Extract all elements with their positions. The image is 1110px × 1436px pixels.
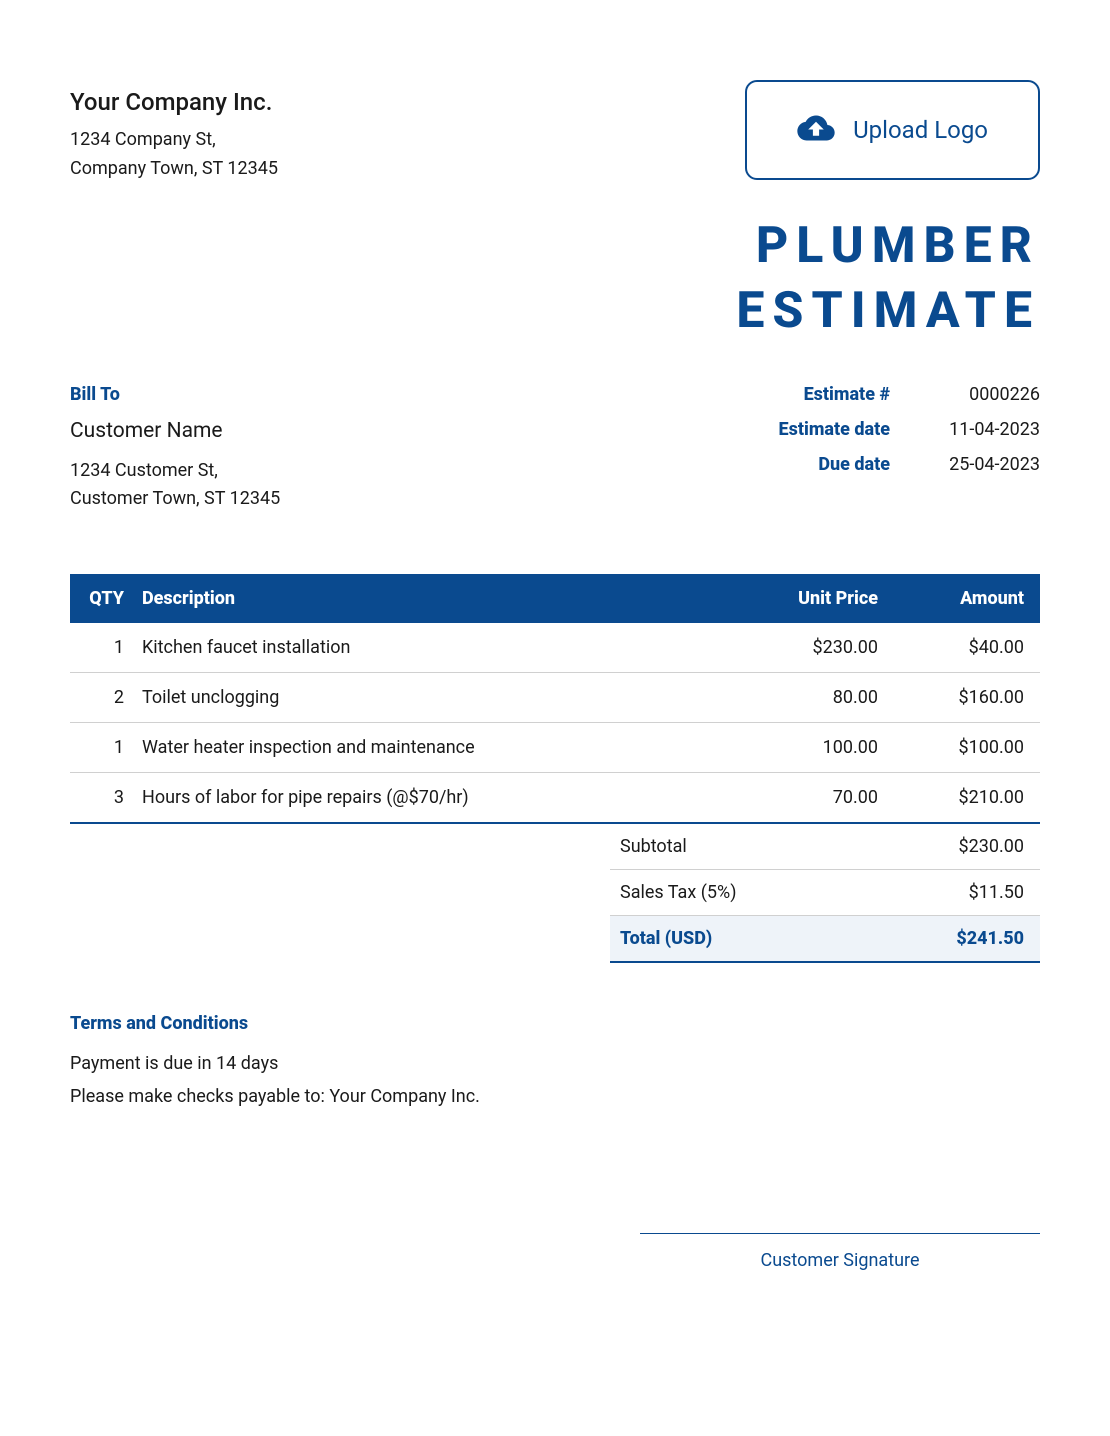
totals-block: Subtotal $230.00 Sales Tax (5%) $11.50 T…: [610, 824, 1040, 963]
meta-section: Estimate # 0000226 Estimate date 11-04-2…: [680, 384, 1040, 515]
estimate-date-value: 11-04-2023: [890, 419, 1040, 440]
estimate-number-label: Estimate #: [680, 384, 890, 405]
table-row: 2 Toilet unclogging 80.00 $160.00: [70, 673, 1040, 723]
tax-value: $11.50: [969, 882, 1024, 903]
cell-amount: $160.00: [890, 673, 1040, 723]
bill-meta-row: Bill To Customer Name 1234 Customer St, …: [70, 384, 1040, 515]
company-address-line1: 1234 Company St,: [70, 126, 278, 155]
table-row: 1 Kitchen faucet installation $230.00 $4…: [70, 623, 1040, 673]
total-row: Total (USD) $241.50: [610, 916, 1040, 963]
subtotal-label: Subtotal: [620, 836, 687, 857]
bill-to-section: Bill To Customer Name 1234 Customer St, …: [70, 384, 680, 515]
terms-heading: Terms and Conditions: [70, 1013, 1040, 1034]
header-unit-price: Unit Price: [730, 574, 890, 623]
cell-description: Toilet unclogging: [130, 673, 730, 723]
total-value: $241.50: [956, 928, 1024, 949]
table-body: 1 Kitchen faucet installation $230.00 $4…: [70, 623, 1040, 823]
cell-amount: $40.00: [890, 623, 1040, 673]
cell-description: Hours of labor for pipe repairs (@$70/hr…: [130, 773, 730, 824]
company-info: Your Company Inc. 1234 Company St, Compa…: [70, 80, 278, 184]
upload-logo-label: Upload Logo: [853, 116, 988, 144]
table-row: 1 Water heater inspection and maintenanc…: [70, 723, 1040, 773]
company-name: Your Company Inc.: [70, 88, 278, 116]
tax-row: Sales Tax (5%) $11.50: [610, 870, 1040, 916]
cell-unit-price: 80.00: [730, 673, 890, 723]
company-address: 1234 Company St, Company Town, ST 12345: [70, 126, 278, 184]
cell-description: Water heater inspection and maintenance: [130, 723, 730, 773]
table-row: 3 Hours of labor for pipe repairs (@$70/…: [70, 773, 1040, 824]
cell-qty: 3: [70, 773, 130, 824]
cell-qty: 1: [70, 623, 130, 673]
customer-address-line2: Customer Town, ST 12345: [70, 485, 680, 514]
estimate-date-label: Estimate date: [680, 419, 890, 440]
header-qty: QTY: [70, 574, 130, 623]
cell-unit-price: 100.00: [730, 723, 890, 773]
terms-line2: Please make checks payable to: Your Comp…: [70, 1081, 1040, 1113]
subtotal-row: Subtotal $230.00: [610, 824, 1040, 870]
customer-address: 1234 Customer St, Customer Town, ST 1234…: [70, 457, 680, 515]
upload-logo-button[interactable]: Upload Logo: [745, 80, 1040, 180]
document-title-line2: ESTIMATE: [70, 279, 1040, 344]
cell-amount: $100.00: [890, 723, 1040, 773]
document-title-line1: PLUMBER: [70, 214, 1040, 279]
cell-qty: 1: [70, 723, 130, 773]
due-date-label: Due date: [680, 454, 890, 475]
total-label: Total (USD): [620, 928, 712, 949]
signature-section: Customer Signature: [70, 1233, 1040, 1271]
customer-address-line1: 1234 Customer St,: [70, 457, 680, 486]
line-items-table: QTY Description Unit Price Amount 1 Kitc…: [70, 574, 1040, 824]
terms-section: Terms and Conditions Payment is due in 1…: [70, 1013, 1040, 1113]
table-header-row: QTY Description Unit Price Amount: [70, 574, 1040, 623]
estimate-number-value: 0000226: [890, 384, 1040, 405]
terms-text: Payment is due in 14 days Please make ch…: [70, 1048, 1040, 1113]
totals-section: Subtotal $230.00 Sales Tax (5%) $11.50 T…: [70, 824, 1040, 963]
signature-block: Customer Signature: [640, 1233, 1040, 1271]
due-date-value: 25-04-2023: [890, 454, 1040, 475]
company-address-line2: Company Town, ST 12345: [70, 155, 278, 184]
cell-description: Kitchen faucet installation: [130, 623, 730, 673]
meta-row-estimate-date: Estimate date 11-04-2023: [680, 419, 1040, 440]
meta-row-estimate-number: Estimate # 0000226: [680, 384, 1040, 405]
subtotal-value: $230.00: [959, 836, 1024, 857]
bill-to-heading: Bill To: [70, 384, 680, 405]
cell-unit-price: $230.00: [730, 623, 890, 673]
signature-label: Customer Signature: [640, 1250, 1040, 1271]
header-row: Your Company Inc. 1234 Company St, Compa…: [70, 80, 1040, 184]
customer-name: Customer Name: [70, 419, 680, 443]
header-description: Description: [130, 574, 730, 623]
terms-line1: Payment is due in 14 days: [70, 1048, 1040, 1080]
cloud-upload-icon: [797, 114, 835, 146]
document-title: PLUMBER ESTIMATE: [70, 214, 1040, 344]
cell-amount: $210.00: [890, 773, 1040, 824]
cell-unit-price: 70.00: [730, 773, 890, 824]
meta-row-due-date: Due date 25-04-2023: [680, 454, 1040, 475]
tax-label: Sales Tax (5%): [620, 882, 736, 903]
header-amount: Amount: [890, 574, 1040, 623]
cell-qty: 2: [70, 673, 130, 723]
